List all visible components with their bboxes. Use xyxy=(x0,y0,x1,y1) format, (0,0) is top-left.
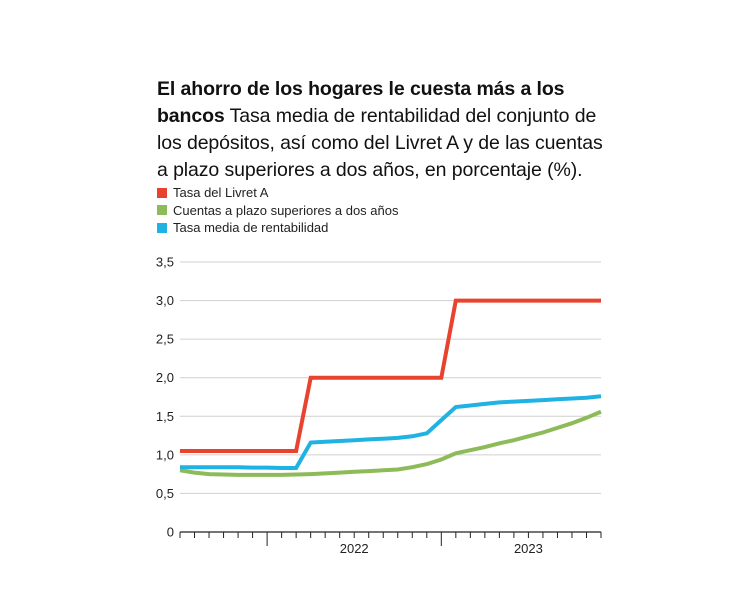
y-tick-label: 0,5 xyxy=(156,486,174,501)
legend-label-tasa-media: Tasa media de rentabilidad xyxy=(173,220,329,236)
y-axis-tick-labels: 0 0,5 1,0 1,5 2,0 2,5 3,0 3,5 xyxy=(156,255,174,540)
legend: Tasa del Livret A Cuentas a plazo superi… xyxy=(157,184,398,237)
title-block: El ahorro de los hogares le cuesta más a… xyxy=(157,76,617,184)
legend-swatch-tasa-media xyxy=(157,222,167,233)
y-tick-label: 0 xyxy=(167,525,174,540)
series-line-1 xyxy=(179,409,602,477)
legend-swatch-livret-a xyxy=(157,187,167,198)
legend-label-livret-a: Tasa del Livret A xyxy=(173,185,269,201)
legend-item-livret-a: Tasa del Livret A xyxy=(157,184,398,202)
y-tick-label: 1,5 xyxy=(156,409,174,424)
series-lines xyxy=(179,298,602,477)
legend-swatch-cuentas-plazo xyxy=(157,205,167,216)
chart-title: El ahorro de los hogares le cuesta más a… xyxy=(157,78,565,127)
y-tick-label: 1,0 xyxy=(156,447,174,462)
chart-header: El ahorro de los hogares le cuesta más a… xyxy=(157,76,617,184)
series-line-2 xyxy=(180,394,602,470)
x-axis: 2022 2023 xyxy=(179,532,602,556)
legend-item-tasa-media: Tasa media de rentabilidad xyxy=(157,219,398,237)
x-tick-label-2022: 2022 xyxy=(340,541,369,556)
legend-label-cuentas-plazo: Cuentas a plazo superiores a dos años xyxy=(173,202,399,218)
legend-item-cuentas-plazo: Cuentas a plazo superiores a dos años xyxy=(157,202,398,220)
y-tick-label: 3,0 xyxy=(156,293,174,308)
y-tick-label: 2,0 xyxy=(156,370,174,385)
chart-subtitle: Tasa media de rentabilidad del conjunto … xyxy=(157,105,603,181)
x-tick-label-2023: 2023 xyxy=(514,541,543,556)
y-tick-label: 2,5 xyxy=(156,332,174,347)
y-tick-label: 3,5 xyxy=(156,255,174,270)
series-line-0 xyxy=(180,298,601,453)
